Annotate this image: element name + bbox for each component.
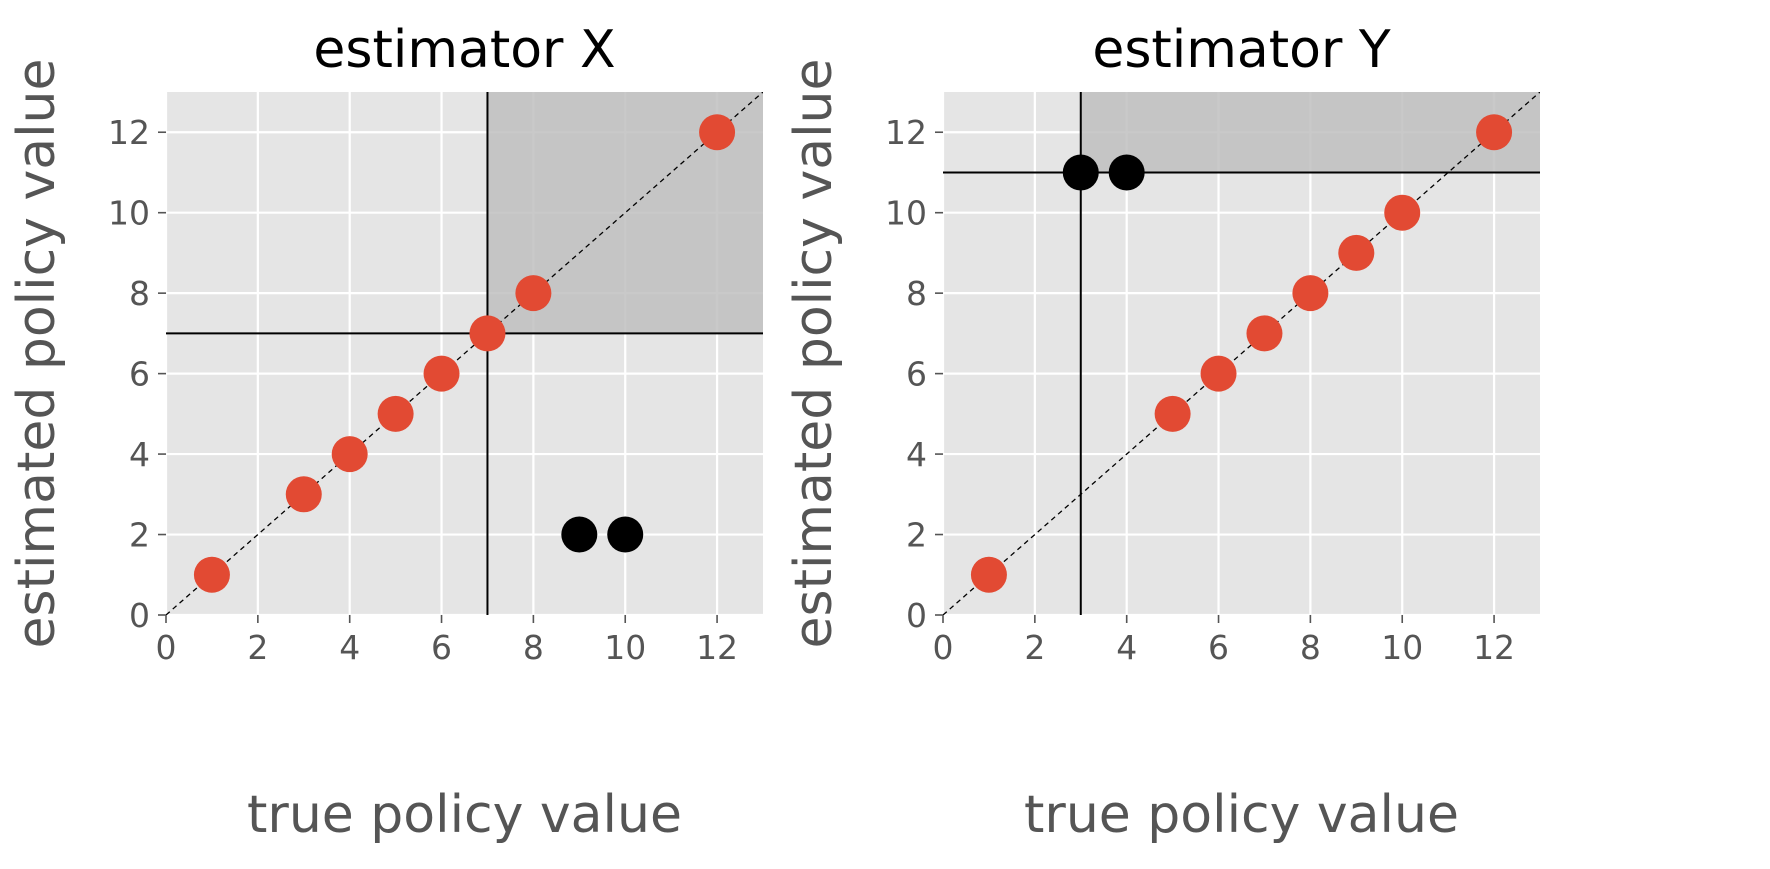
x-tick-label: 0	[156, 628, 177, 667]
data-point	[607, 516, 644, 553]
data-point	[1476, 114, 1513, 151]
y-tick-label: 4	[129, 435, 150, 474]
chart-panel-1: 0 2 4 6 8 10 12 0 2 4 6 8 10 12 estimator X true policy…	[7, 20, 763, 845]
data-point	[377, 395, 414, 432]
data-point	[193, 556, 230, 593]
data-point	[1154, 395, 1191, 432]
y-tick-label: 2	[129, 516, 150, 555]
x-tick-label: 6	[1208, 628, 1229, 667]
y-tick-label: 0	[906, 596, 927, 635]
data-point	[285, 476, 322, 513]
x-tick-label: 12	[696, 628, 738, 667]
data-point	[1246, 315, 1283, 352]
x-tick-label: 6	[431, 628, 452, 667]
data-point	[331, 436, 368, 473]
data-point	[1062, 154, 1099, 191]
x-axis-label: true policy value	[1024, 785, 1459, 845]
series-2	[561, 516, 644, 553]
x-tick-label: 2	[247, 628, 268, 667]
data-point	[1384, 194, 1421, 231]
chart-title: estimator Y	[1092, 20, 1391, 80]
x-tick-label: 4	[339, 628, 360, 667]
series-2	[1062, 154, 1145, 191]
data-point	[515, 275, 552, 312]
data-point	[1338, 234, 1375, 271]
y-axis-label: estimated policy value	[7, 58, 67, 648]
grid	[164, 92, 763, 617]
x-tick-label: 10	[1381, 628, 1423, 667]
x-tick-label: 4	[1116, 628, 1137, 667]
diagonal-reference-line	[166, 92, 763, 615]
y-tick-label: 12	[885, 113, 927, 152]
y-tick-label: 10	[108, 194, 150, 233]
threshold-shaded-region	[1080, 92, 1540, 173]
x-tick-label: 10	[604, 628, 646, 667]
x-tick-label: 0	[933, 628, 954, 667]
y-tick-label: 6	[906, 355, 927, 394]
x-axis-label: true policy value	[247, 785, 682, 845]
data-point	[1200, 355, 1237, 392]
y-axis-label: estimated policy value	[784, 58, 844, 648]
data-point	[1108, 154, 1145, 191]
diagonal-reference-line	[943, 92, 1540, 615]
data-point	[1292, 275, 1329, 312]
data-point	[699, 114, 736, 151]
y-tick-label: 6	[129, 355, 150, 394]
series-1	[193, 114, 736, 593]
y-tick-label: 12	[108, 113, 150, 152]
chart-panel-2: 0 2 4 6 8 10 12 0 2 4 6 8 10 12 estimator Y true policy…	[784, 20, 1540, 845]
axes: 0 2 4 6 8 10 12 0 2 4 6 8 10 12	[885, 113, 1515, 667]
x-tick-label: 8	[523, 628, 544, 667]
y-tick-label: 8	[906, 274, 927, 313]
series-1	[970, 114, 1513, 593]
axes: 0 2 4 6 8 10 12 0 2 4 6 8 10 12	[108, 113, 738, 667]
y-tick-label: 8	[129, 274, 150, 313]
y-tick-label: 2	[906, 516, 927, 555]
y-tick-label: 0	[129, 596, 150, 635]
grid	[941, 92, 1540, 617]
data-point	[423, 355, 460, 392]
chart-title: estimator X	[313, 20, 615, 80]
x-tick-label: 12	[1473, 628, 1515, 667]
x-tick-label: 2	[1024, 628, 1045, 667]
x-tick-label: 8	[1300, 628, 1321, 667]
data-point	[561, 516, 598, 553]
data-point	[970, 556, 1007, 593]
y-tick-label: 4	[906, 435, 927, 474]
data-point	[469, 315, 506, 352]
y-tick-label: 10	[885, 194, 927, 233]
